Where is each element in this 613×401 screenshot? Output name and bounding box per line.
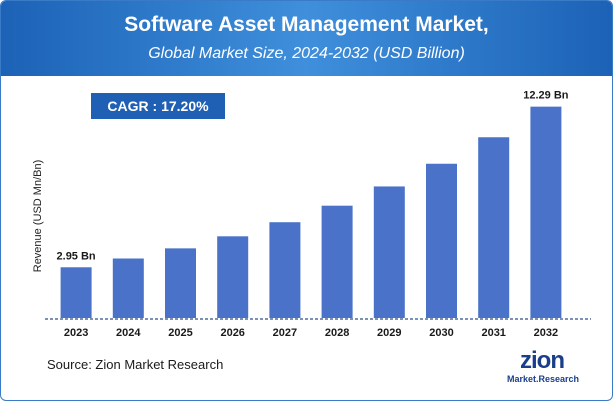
x-tick-label: 2031 — [481, 327, 505, 339]
x-tick-label: 2024 — [116, 327, 141, 339]
chart-header: Software Asset Management Market, Global… — [1, 1, 612, 76]
x-tick-label: 2032 — [534, 327, 558, 339]
chart-subtitle: Global Market Size, 2024-2032 (USD Billi… — [148, 45, 465, 62]
x-tick-label: 2029 — [377, 327, 401, 339]
x-tick-label: 2023 — [64, 327, 88, 339]
bar — [217, 236, 249, 318]
bar — [321, 205, 353, 318]
x-tick-label: 2028 — [325, 327, 349, 339]
source-note: Source: Zion Market Research — [47, 357, 224, 372]
chart-title: Software Asset Management Market, — [124, 13, 489, 36]
bar — [373, 186, 405, 318]
data-label: 12.29 Bn — [523, 90, 569, 102]
bar — [165, 248, 196, 318]
bar — [478, 137, 510, 318]
logo-tagline: Market.Research — [507, 374, 580, 384]
bar — [426, 163, 457, 318]
logo-wordmark: zion — [520, 347, 565, 374]
bar — [530, 106, 562, 319]
x-tick-label: 2025 — [168, 327, 192, 339]
x-tick-label: 2027 — [273, 327, 297, 339]
x-tick-label: 2030 — [429, 327, 453, 339]
zion-logo: zion Market.Research — [507, 347, 580, 389]
cagr-badge: CAGR : 17.20% — [91, 93, 225, 119]
x-tick-label: 2026 — [220, 327, 244, 339]
bar — [60, 267, 92, 318]
data-label: 2.95 Bn — [57, 250, 96, 262]
bar — [112, 258, 144, 318]
bar — [269, 222, 301, 318]
